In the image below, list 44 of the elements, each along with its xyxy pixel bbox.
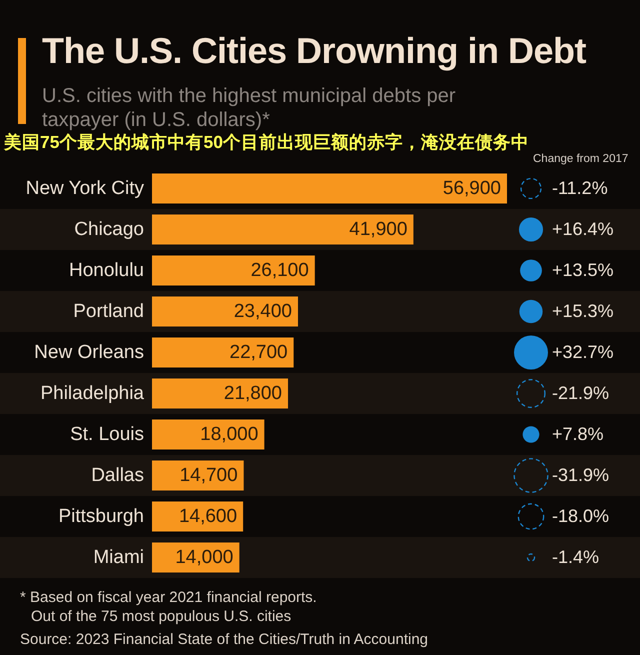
text: * Based on fiscal year 2021 financial reports. [20, 589, 317, 606]
data-label: +13.5% [552, 260, 614, 280]
y-tick-label: New York City [24, 178, 144, 200]
y-tick-label: New Orleans [33, 342, 144, 364]
bar [152, 214, 414, 244]
bar [152, 378, 288, 408]
data-label: +16.4% [552, 218, 614, 240]
data-label: 21,800 [222, 382, 282, 404]
data-label: -1.4% [552, 546, 600, 568]
bar [152, 174, 507, 204]
data-label: 14,600 [178, 506, 238, 526]
data-label: +32.7% [552, 342, 614, 362]
y-tick-label: Philadelphia [39, 382, 144, 404]
y-tick-label: Pittsburgh [57, 506, 144, 528]
data-label: 14,700 [180, 464, 238, 486]
y-tick-label: Portland [72, 300, 144, 322]
chart-title: The U.S. Cities Drowning in Debt [42, 30, 586, 72]
text: Out of the 75 most populous U.S. cities [31, 608, 292, 625]
data-label: +7.8% [552, 424, 604, 444]
y-tick-label: Dallas [90, 464, 144, 486]
data-label: 26,100 [250, 260, 309, 282]
data-label: -18.0% [552, 506, 610, 526]
data-label: 14,000 [175, 546, 234, 568]
data-label: 18,000 [199, 424, 258, 446]
bar [152, 256, 315, 286]
bar [152, 296, 298, 326]
data-label: 23,400 [232, 300, 292, 322]
data-label: -21.9% [552, 382, 610, 404]
y-tick-label: Honolulu [68, 260, 144, 282]
text: Change from 2017 [533, 153, 628, 165]
data-label: -31.9% [552, 464, 610, 486]
bar [152, 338, 294, 368]
text: 美国75个最大的城市中有50个目前出现巨额的赤字，淹没在债务中 [4, 131, 529, 154]
data-label: 41,900 [348, 218, 408, 240]
source-note: Source: 2023 Financial State of the Cities/Truth in Accounting [20, 631, 428, 648]
data-label: 56,900 [442, 178, 501, 200]
y-tick-label: Miami [92, 546, 144, 568]
bar [152, 420, 264, 450]
y-tick-label: St. Louis [69, 424, 144, 446]
data-label: -11.2% [552, 178, 608, 198]
data-label: 22,700 [228, 342, 288, 364]
y-tick-label: Chicago [73, 218, 144, 240]
data-label: +15.3% [552, 300, 614, 322]
chart-subtitle: U.S. cities with the highest municipal debts per taxpayer (in U.S. dollars)* [42, 84, 457, 132]
